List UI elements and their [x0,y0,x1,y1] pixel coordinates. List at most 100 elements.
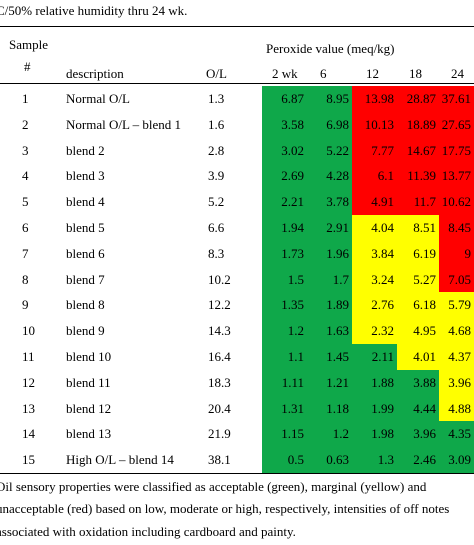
peroxide-value: 2.11 [371,349,394,364]
peroxide-value: 2.32 [371,323,394,339]
peroxide-value-cell: 3.84 [352,240,397,268]
peroxide-value: 28.87 [406,91,436,106]
sample-number: 12 [22,374,35,390]
peroxide-value: 8.95 [326,91,349,106]
peroxide-value-cell: 2.46 [397,447,439,474]
peroxide-value-cell: 1.88 [352,369,397,397]
ol-ratio: 3.9 [208,168,225,184]
peroxide-value-cell: 8.95 [307,86,352,113]
peroxide-value: 4.04 [371,220,394,235]
peroxide-value: 6.18 [413,297,436,313]
sample-description: blend 5 [66,220,105,235]
header-peroxide: Peroxide value (meq/kg) [266,41,395,56]
footnote-line-1: Oil sensory properties were classified a… [0,479,427,494]
peroxide-value: 7.77 [371,142,394,158]
peroxide-value: 3.24 [371,271,394,287]
peroxide-value: 1.11 [281,374,304,390]
peroxide-value: 9 [464,245,472,261]
ol-ratio: 8.3 [208,245,225,261]
peroxide-value: 4.88 [448,400,471,416]
sample-description: blend 6 [66,245,105,261]
peroxide-value-cell: 2.76 [352,292,397,319]
peroxide-value-cell: 1.7 [307,266,352,293]
caption-top: C/50% relative humidity thru 24 wk. [0,3,188,18]
peroxide-value-cell: 1.5 [262,266,307,293]
ol-ratio: 6.6 [208,220,225,235]
peroxide-value: 10.62 [441,194,471,210]
peroxide-value-cell: 1.45 [307,344,352,371]
peroxide-value: 1.5 [287,271,304,287]
sample-number: 6 [22,220,29,235]
peroxide-value-cell: 8.51 [397,215,439,242]
peroxide-value: 5.27 [413,271,436,287]
peroxide-value-cell: 2.91 [307,215,352,242]
peroxide-value-cell: 1.73 [262,240,307,268]
peroxide-value-cell: 10.62 [439,189,474,216]
peroxide-value-cell: 14.67 [397,137,439,164]
peroxide-value-cell: 27.65 [439,111,474,139]
sample-number: 5 [22,194,29,210]
peroxide-value: 5.79 [448,297,471,313]
peroxide-value-cell: 7.05 [439,266,474,293]
peroxide-value: 3.02 [281,142,304,158]
peroxide-value-cell: 1.63 [307,318,352,345]
peroxide-value: 1.35 [281,297,304,313]
peroxide-value: 1.2 [332,426,349,442]
sample-number: 4 [22,168,29,184]
ol-ratio: 20.4 [208,400,231,416]
sample-description: blend 9 [66,323,105,339]
peroxide-value-cell: 4.68 [439,318,474,345]
peroxide-value: 1.98 [371,426,394,442]
sample-description: blend 3 [66,168,105,184]
top-rule [0,26,474,27]
ol-ratio: 14.3 [208,323,231,339]
peroxide-value-cell: 1.2 [307,421,352,448]
peroxide-value: 1.7 [332,271,349,287]
peroxide-value-cell: 4.28 [307,163,352,190]
peroxide-value: 4.37 [448,349,471,364]
sample-description: blend 4 [66,194,105,210]
sample-number: 11 [22,349,35,364]
peroxide-value: 2.21 [281,194,304,210]
peroxide-value: 6.98 [326,116,349,132]
sample-description: High O/L – blend 14 [66,452,174,468]
peroxide-value: 10.13 [364,116,394,132]
peroxide-value: 0.5 [287,452,304,468]
peroxide-value: 1.96 [326,245,349,261]
peroxide-value-cell: 3.78 [307,189,352,216]
footnote-line-3: associated with oxidation including card… [0,524,296,539]
peroxide-value-cell: 0.63 [307,447,352,474]
peroxide-value-cell: 4.37 [439,344,474,371]
peroxide-value-cell: 5.79 [439,292,474,319]
ol-ratio: 5.2 [208,194,225,210]
sample-number: 8 [22,271,29,287]
sample-number: 3 [22,142,29,158]
sample-number: 7 [22,245,29,261]
sample-number: 13 [22,400,35,416]
ol-ratio: 16.4 [208,349,231,364]
peroxide-value-cell: 1.94 [262,215,307,242]
peroxide-value-cell: 3.96 [397,421,439,448]
header-hash: # [24,59,31,74]
header-rule [0,83,474,84]
sample-description: blend 8 [66,297,105,313]
peroxide-value: 8.51 [413,220,436,235]
peroxide-value-cell: 4.44 [397,395,439,422]
peroxide-value: 1.99 [371,400,394,416]
peroxide-value-cell: 6.18 [397,292,439,319]
peroxide-value-cell: 1.18 [307,395,352,422]
peroxide-value: 11.7 [413,194,436,210]
peroxide-value-cell: 6.1 [352,163,397,190]
peroxide-value: 18.89 [406,116,436,132]
peroxide-value: 1.1 [287,349,304,364]
sample-number: 10 [22,323,35,339]
peroxide-value: 4.91 [371,194,394,210]
peroxide-value: 6.1 [377,168,394,184]
peroxide-value-cell: 1.2 [262,318,307,345]
peroxide-value-cell: 8.45 [439,215,474,242]
sample-description: blend 11 [66,374,111,390]
peroxide-value: 1.31 [281,400,304,416]
peroxide-value: 13.77 [441,168,471,184]
peroxide-value-cell: 3.09 [439,447,474,474]
ol-ratio: 10.2 [208,271,231,287]
